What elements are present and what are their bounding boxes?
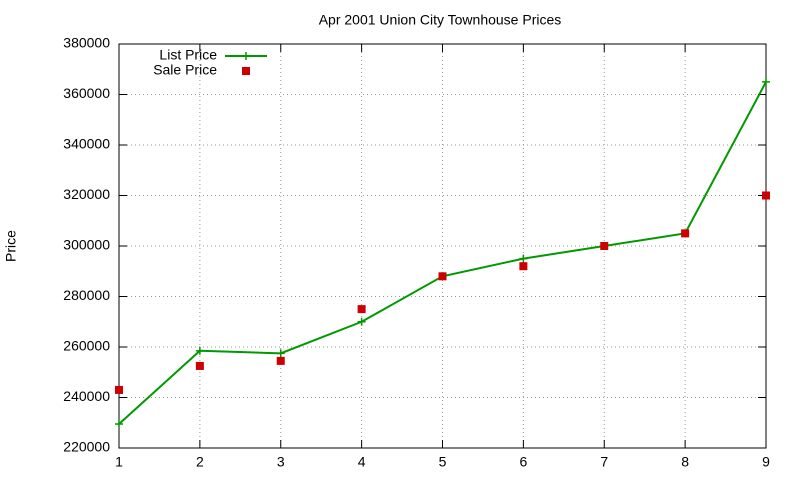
- y-tick-label: 340000: [63, 136, 110, 152]
- x-tick-label: 5: [439, 454, 447, 470]
- y-tick-label: 320000: [63, 186, 110, 202]
- point: [438, 272, 447, 281]
- y-tick-label: 240000: [63, 388, 110, 404]
- point: [681, 229, 690, 238]
- x-tick-label: 6: [519, 454, 527, 470]
- point: [519, 262, 528, 271]
- plot-frame: [118, 43, 767, 449]
- x-tick-label: 9: [762, 454, 770, 470]
- point: [195, 361, 204, 370]
- marker: [115, 420, 123, 429]
- point: [357, 305, 366, 314]
- x-tick-label: 8: [681, 454, 689, 470]
- marker: [519, 254, 528, 263]
- marker: [357, 317, 366, 326]
- y-axis-label: Price: [3, 230, 19, 262]
- point: [762, 191, 770, 200]
- x-tick-label: 2: [196, 454, 204, 470]
- y-tick-label: 300000: [63, 237, 110, 253]
- legend-label: Sale Price: [153, 62, 217, 78]
- y-tick-label: 260000: [63, 338, 110, 354]
- x-tick-label: 4: [358, 454, 366, 470]
- chart-title: Apr 2001 Union City Townhouse Prices: [319, 12, 562, 28]
- point: [115, 385, 123, 394]
- y-tick-label: 220000: [63, 439, 110, 455]
- point: [276, 356, 285, 365]
- y-tick-label: 380000: [63, 35, 110, 51]
- legend-marker: [242, 67, 250, 75]
- y-tick-label: 360000: [63, 85, 110, 101]
- marker: [276, 349, 285, 358]
- x-tick-label: 7: [600, 454, 608, 470]
- x-tick-label: 1: [115, 454, 123, 470]
- y-tick-label: 280000: [63, 287, 110, 303]
- marker: [195, 346, 204, 355]
- legend-label: List Price: [159, 47, 217, 63]
- marker: [762, 77, 770, 86]
- point: [600, 242, 609, 250]
- x-tick-label: 3: [277, 454, 285, 470]
- legend-marker: [242, 52, 250, 60]
